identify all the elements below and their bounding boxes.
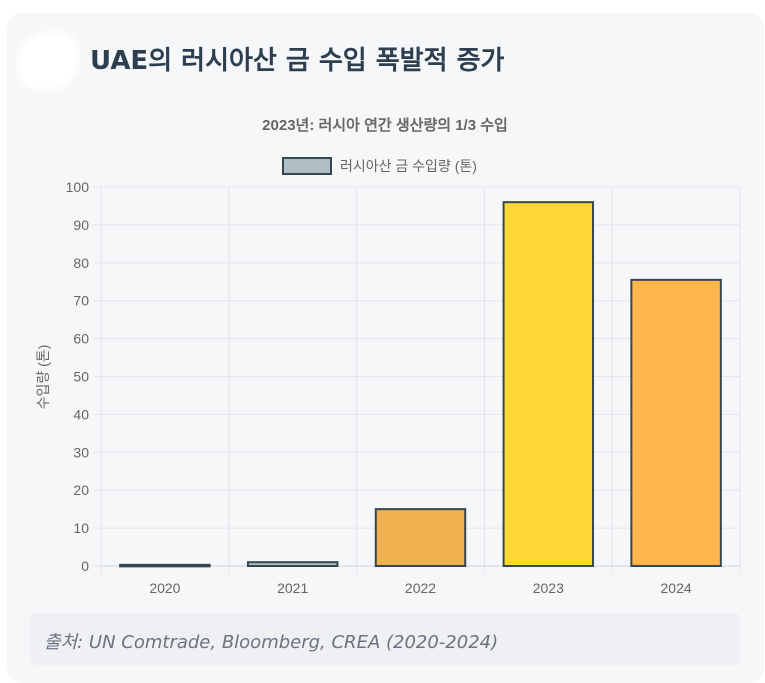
bar-2024 bbox=[630, 278, 722, 567]
page-title: UAE의 러시아산 금 수입 폭발적 증가 bbox=[90, 46, 505, 76]
y-tick-label: 0 bbox=[81, 558, 89, 574]
bar-2021 bbox=[246, 561, 339, 568]
y-tick-label: 100 bbox=[66, 179, 90, 195]
x-axis-ticks: 2020 2021 2022 2023 2024 bbox=[149, 580, 692, 596]
y-tick-label: 10 bbox=[73, 520, 89, 536]
x-tick-label: 2020 bbox=[149, 580, 180, 596]
y-tick-label: 40 bbox=[73, 406, 89, 422]
y-tick-label: 70 bbox=[73, 293, 89, 309]
legend: 러시아산 금 수입량 (톤) bbox=[282, 157, 477, 175]
logo-blur bbox=[18, 32, 78, 90]
y-tick-label: 20 bbox=[73, 482, 89, 498]
x-tick-label: 2021 bbox=[277, 580, 308, 596]
y-tick-label: 80 bbox=[73, 255, 89, 271]
x-tick-label: 2023 bbox=[533, 580, 564, 596]
y-tick-label: 90 bbox=[73, 217, 89, 233]
bars bbox=[119, 201, 722, 568]
x-tick-label: 2024 bbox=[661, 580, 692, 596]
y-axis-label: 수입량 (톤) bbox=[35, 345, 51, 410]
legend-label: 러시아산 금 수입량 (톤) bbox=[340, 158, 477, 174]
x-tick-label: 2022 bbox=[405, 580, 436, 596]
y-axis-ticks: 0 10 20 30 40 50 60 70 80 90 100 bbox=[66, 179, 90, 574]
chart-title: 2023년: 러시아 연간 생산량의 1/3 수입 bbox=[262, 116, 508, 134]
y-tick-label: 60 bbox=[73, 331, 89, 347]
y-tick-label: 50 bbox=[73, 369, 89, 385]
y-tick-label: 30 bbox=[73, 444, 89, 460]
legend-swatch bbox=[282, 157, 332, 175]
bar-2020 bbox=[119, 563, 211, 568]
source-box bbox=[30, 613, 740, 665]
bar-2022 bbox=[374, 508, 467, 567]
bar-2023 bbox=[502, 201, 595, 567]
source-note: 출처: UN Comtrade, Bloomberg, CREA (2020-2… bbox=[44, 632, 499, 653]
